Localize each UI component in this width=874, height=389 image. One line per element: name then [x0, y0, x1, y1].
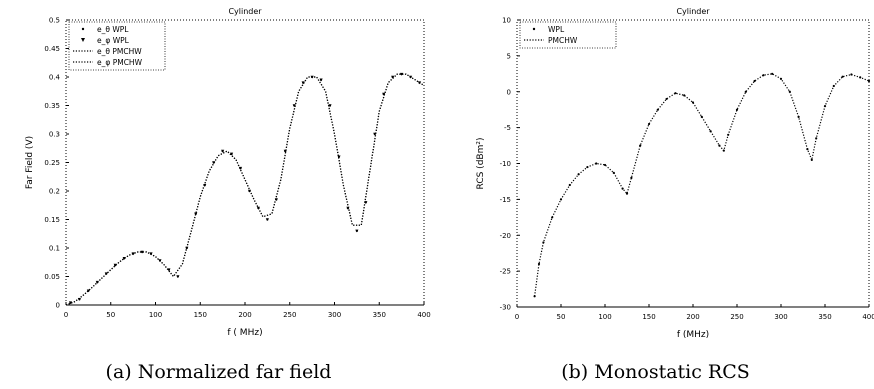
x-tick-label: 100: [598, 313, 611, 321]
legend-label: e_θ WPL: [97, 25, 129, 34]
y-tick-label: 0.05: [44, 273, 60, 281]
data-point: [355, 229, 359, 233]
data-point: [140, 250, 144, 254]
legend-swatch: [81, 38, 85, 42]
caption-monostatic-rcs: (b) Monostatic RCS: [561, 361, 750, 383]
y-tick-label: 0.4: [49, 74, 61, 82]
x-tick-label: 400: [862, 313, 874, 321]
data-point: [86, 289, 90, 293]
legend-label: e_φ PMCHW: [97, 58, 143, 67]
x-tick-label: 0: [64, 311, 68, 319]
chart-monostatic-rcs: 0 50 100 150 200 250 300 350 400-30-25-20-15-10-…: [476, 7, 874, 340]
y-tick-label: 10: [502, 17, 511, 25]
y-tick-label: -10: [500, 160, 511, 168]
chart-title: Cylinder: [228, 7, 262, 16]
x-tick-label: 50: [557, 313, 566, 321]
data-point: [841, 75, 844, 78]
chart-title: Cylinder: [676, 7, 710, 16]
data-point: [265, 218, 269, 221]
x-tick-label: 300: [328, 311, 341, 319]
y-tick-label: 0.15: [44, 216, 60, 224]
series-line-1: [534, 73, 870, 297]
data-point: [337, 155, 341, 159]
x-tick-label: 50: [106, 311, 115, 319]
data-point: [391, 75, 395, 79]
y-tick-label: -20: [500, 232, 511, 240]
x-tick-label: 150: [194, 311, 207, 319]
data-point: [95, 280, 99, 284]
data-point: [328, 104, 332, 107]
x-tick-label: 250: [283, 311, 296, 319]
y-axis-label: Far Field (V): [25, 136, 35, 189]
series-line-2: [65, 73, 425, 306]
x-tick-label: 200: [238, 311, 251, 319]
data-point: [292, 104, 296, 107]
y-tick-label: 0.5: [49, 17, 60, 25]
x-tick-label: 200: [686, 313, 699, 321]
legend-label: PMCHW: [548, 36, 578, 45]
data-point: [185, 246, 189, 250]
legend-label: e_θ PMCHW: [97, 47, 142, 56]
x-tick-label: 150: [642, 313, 655, 321]
data-point: [131, 252, 135, 256]
figure-monostatic-rcs: 0 50 100 150 200 250 300 350 400 -30 -25 -20 -15 -10-…: [437, 0, 874, 389]
y-tick-label: 5: [507, 52, 511, 60]
chart-far-field: 0 50 100 150 200 250 300 350 400 0 0.05 0.1 0.15 0.2 0…: [25, 7, 431, 338]
y-tick-label: -30: [500, 304, 511, 312]
data-point: [771, 72, 774, 75]
x-tick-label: 350: [373, 311, 386, 319]
x-tick-label: 300: [774, 313, 787, 321]
x-tick-label: 100: [149, 311, 162, 319]
data-point: [735, 108, 739, 111]
data-point: [221, 149, 225, 153]
data-point: [68, 301, 73, 305]
legend-label: WPL: [548, 25, 565, 34]
x-tick-label: 250: [730, 313, 743, 321]
x-axis-label: f ( MHz): [227, 328, 262, 338]
data-point: [194, 212, 198, 216]
legend-box: [519, 21, 617, 49]
figure-far-field: 0 50 100 150 200 250 300 350 400 0 0.05 0.1 0.15 0.2 0…: [25, 7, 431, 383]
plot-frame: [516, 19, 870, 308]
x-tick-label: 0: [515, 313, 519, 321]
data-point: [382, 92, 386, 96]
legend-swatch: [81, 27, 85, 31]
x-tick-label: 400: [417, 311, 430, 319]
y-tick-label: -5: [504, 124, 511, 132]
y-tick-label: 0.25: [44, 159, 60, 167]
series-line-3: [65, 73, 425, 306]
data-point: [176, 275, 180, 278]
y-tick-label: -15: [500, 196, 511, 204]
y-tick-label: 0.2: [49, 188, 60, 196]
x-axis-label: f (MHz): [677, 330, 709, 340]
data-point: [229, 152, 234, 156]
caption-far-field: (a) Normalized far field: [105, 361, 332, 383]
y-axis-label: RCS (dBm²): [476, 138, 486, 190]
legend-label: e_φ WPL: [97, 36, 130, 45]
y-tick-label: 0.1: [49, 245, 60, 253]
y-tick-label: 0.45: [44, 45, 60, 53]
y-tick-label: 0: [507, 88, 511, 96]
y-tick-label: -25: [500, 268, 511, 276]
y-tick-label: 0.35: [44, 102, 60, 110]
x-tick-label: 350: [818, 313, 831, 321]
y-tick-label: 0: [56, 302, 60, 310]
data-point: [301, 81, 305, 85]
y-tick-label: 0.3: [49, 131, 60, 139]
legend-swatch: [532, 27, 536, 31]
data-point: [319, 78, 323, 82]
